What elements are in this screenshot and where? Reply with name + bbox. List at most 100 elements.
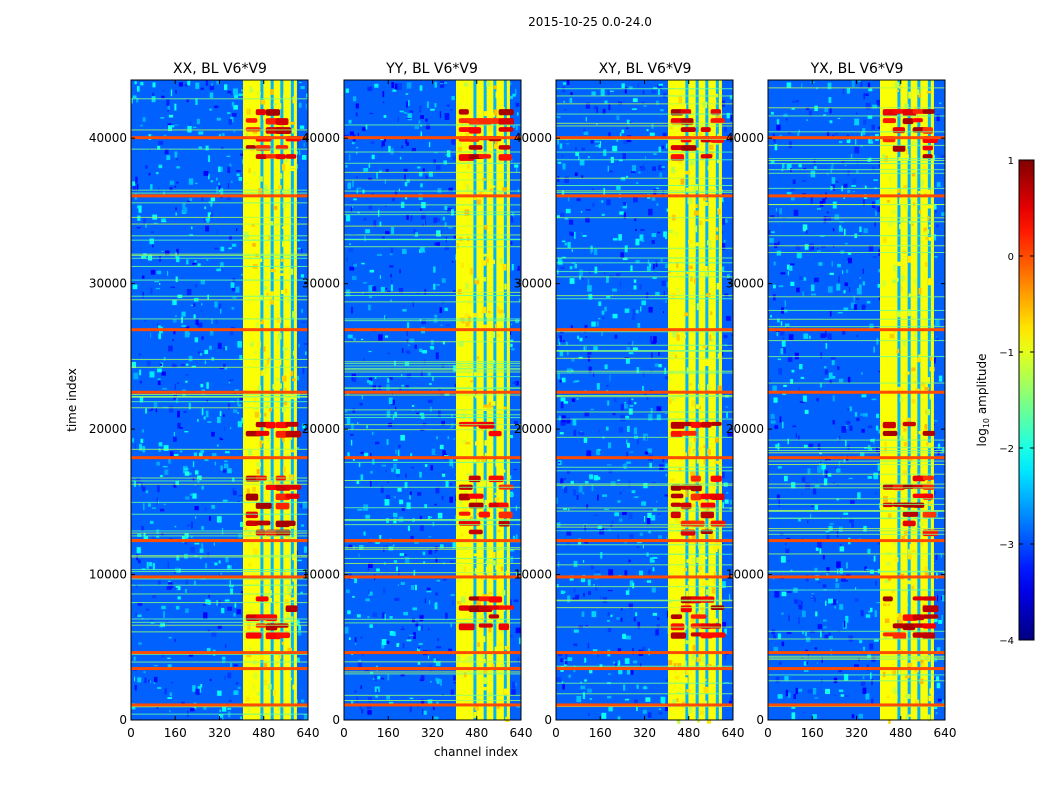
heatmap-cell bbox=[467, 316, 471, 323]
heatmap-cell bbox=[711, 319, 716, 324]
heatmap-cell bbox=[295, 657, 300, 662]
heatmap-cell bbox=[435, 557, 438, 563]
heatmap-cell bbox=[581, 611, 585, 617]
heatmap-cell bbox=[704, 270, 708, 277]
heatmap-cell bbox=[859, 640, 863, 644]
heatmap-cell bbox=[914, 278, 917, 284]
heatmap-cell bbox=[355, 103, 359, 109]
high-amplitude-cell bbox=[275, 145, 289, 150]
heatmap-cell bbox=[419, 471, 422, 478]
heatmap-cell bbox=[589, 270, 591, 275]
heatmap-cell bbox=[148, 503, 151, 507]
heatmap-cell bbox=[150, 287, 153, 295]
heatmap-cell bbox=[298, 343, 300, 348]
time-row-line bbox=[556, 113, 733, 115]
high-amplitude-cell bbox=[700, 632, 713, 639]
heatmap-cell bbox=[143, 253, 147, 257]
heatmap-cell bbox=[214, 461, 217, 466]
heatmap-cell bbox=[846, 269, 849, 274]
heatmap-cell bbox=[227, 166, 231, 173]
heatmap-cell bbox=[905, 590, 909, 596]
high-amplitude-cell bbox=[255, 145, 271, 151]
heatmap-cell bbox=[818, 262, 823, 266]
flagged-time-row bbox=[344, 575, 521, 579]
heatmap-cell bbox=[376, 688, 379, 694]
heatmap-cell bbox=[456, 321, 462, 324]
time-row-line bbox=[131, 477, 308, 479]
heatmap-cell bbox=[384, 205, 387, 207]
heatmap-cell bbox=[777, 318, 780, 323]
heatmap-cell bbox=[565, 652, 568, 660]
heatmap-cell bbox=[246, 108, 251, 115]
heatmap-cell bbox=[447, 436, 450, 440]
heatmap-cell bbox=[417, 626, 422, 631]
heatmap-cell bbox=[210, 202, 213, 207]
heatmap-cell bbox=[641, 239, 645, 242]
heatmap-cell bbox=[768, 230, 771, 236]
heatmap-cell bbox=[706, 719, 711, 724]
heatmap-cell bbox=[560, 401, 564, 409]
heatmap-cell bbox=[624, 698, 630, 701]
heatmap-cell bbox=[197, 263, 201, 267]
heatmap-cell bbox=[806, 661, 808, 665]
heatmap-cell bbox=[469, 268, 474, 275]
heatmap-cell bbox=[418, 120, 421, 124]
heatmap-cell bbox=[282, 347, 288, 351]
heatmap-cell bbox=[487, 405, 491, 409]
heatmap-cell bbox=[363, 167, 369, 172]
heatmap-cell bbox=[439, 307, 443, 314]
heatmap-cell bbox=[405, 138, 408, 144]
heatmap-cell bbox=[886, 695, 890, 699]
heatmap-cell bbox=[638, 171, 641, 174]
time-row-line bbox=[344, 520, 521, 522]
heatmap-cell bbox=[231, 487, 236, 494]
heatmap-cell bbox=[556, 677, 562, 682]
heatmap-cell bbox=[619, 518, 623, 522]
heatmap-cell bbox=[263, 185, 268, 192]
heatmap-cell bbox=[174, 151, 178, 158]
high-amplitude-cell bbox=[680, 484, 693, 490]
heatmap-cell bbox=[872, 166, 875, 171]
time-row-line bbox=[556, 396, 733, 398]
time-row-line bbox=[556, 564, 733, 566]
heatmap-cell bbox=[273, 205, 278, 210]
heatmap-cell bbox=[874, 222, 876, 227]
heatmap-cell bbox=[887, 603, 891, 606]
heatmap-cell bbox=[277, 499, 280, 504]
heatmap-cell bbox=[424, 288, 427, 295]
heatmap-cell bbox=[232, 296, 237, 299]
heatmap-cell bbox=[205, 80, 209, 86]
heatmap-cell bbox=[584, 524, 587, 532]
heatmap-cell bbox=[713, 188, 717, 193]
heatmap-cell bbox=[205, 225, 210, 232]
heatmap-cell bbox=[452, 542, 457, 549]
heatmap-cell bbox=[434, 81, 437, 88]
heatmap-cell bbox=[703, 219, 709, 222]
x-tick-label: 480 bbox=[465, 726, 488, 740]
heatmap-cell bbox=[632, 347, 638, 351]
x-tick-label: 480 bbox=[677, 726, 700, 740]
heatmap-cell bbox=[453, 682, 456, 684]
heatmap-cell bbox=[406, 179, 410, 183]
heatmap-cell bbox=[140, 81, 144, 86]
heatmap-cell bbox=[409, 338, 415, 343]
heatmap-cell bbox=[825, 343, 828, 349]
heatmap-cell bbox=[795, 245, 801, 250]
heatmap-cell bbox=[353, 198, 357, 201]
heatmap-cell bbox=[461, 438, 465, 445]
heatmap-cell bbox=[138, 369, 142, 376]
heatmap-cell bbox=[927, 714, 931, 721]
heatmap-cell bbox=[418, 646, 420, 650]
heatmap-cell bbox=[575, 147, 577, 151]
heatmap-cell bbox=[845, 615, 849, 623]
heatmap-cell bbox=[364, 235, 366, 242]
heatmap-cell bbox=[589, 474, 593, 480]
heatmap-cell bbox=[566, 531, 572, 536]
heatmap-cell bbox=[158, 164, 163, 169]
heatmap-cell bbox=[414, 344, 418, 349]
heatmap-cell bbox=[633, 427, 638, 435]
heatmap-cell bbox=[837, 366, 840, 370]
heatmap-cell bbox=[263, 663, 267, 670]
heatmap-cell bbox=[801, 610, 806, 618]
heatmap-cell bbox=[904, 373, 908, 379]
